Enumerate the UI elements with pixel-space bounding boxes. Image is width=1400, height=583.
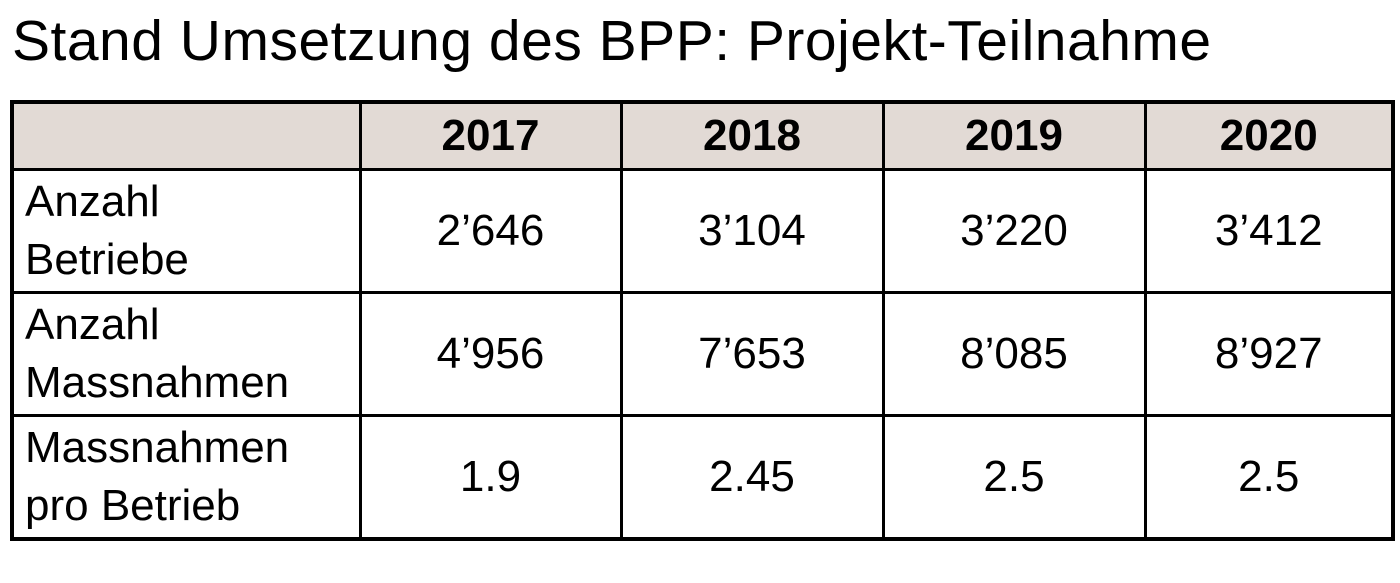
row-label-line: Massnahmen xyxy=(25,358,290,408)
row-label-anzahl-massnahmen: Anzahl Massnahmen xyxy=(10,291,362,418)
row-label-line: Massnahmen xyxy=(25,422,290,472)
row-label-line: pro Betrieb xyxy=(25,480,241,530)
participation-table: 2017 2018 2019 2020 Anzahl Betriebe 2’64… xyxy=(10,99,1395,541)
cell-massnahmen-2019: 8’085 xyxy=(881,291,1147,418)
corner-cell xyxy=(10,100,362,172)
column-header-2020: 2020 xyxy=(1143,100,1395,172)
cell-betriebe-2019: 3’220 xyxy=(881,168,1147,295)
column-header-2018: 2018 xyxy=(619,100,885,172)
cell-betriebe-2020: 3’412 xyxy=(1143,168,1395,295)
row-label-line: Anzahl xyxy=(25,300,160,350)
cell-massnahmen-2017: 4’956 xyxy=(358,291,623,418)
cell-massnahmen-2020: 8’927 xyxy=(1143,291,1395,418)
cell-betriebe-2017: 2’646 xyxy=(358,168,623,295)
row-label-line: Betriebe xyxy=(25,235,189,285)
cell-massnahmen-2018: 7’653 xyxy=(619,291,885,418)
cell-pro-betrieb-2020: 2.5 xyxy=(1143,414,1395,541)
column-header-2019: 2019 xyxy=(881,100,1147,172)
table-row-anzahl-betriebe: Anzahl Betriebe 2’646 3’104 3’220 3’412 xyxy=(10,168,1395,295)
row-label-anzahl-betriebe: Anzahl Betriebe xyxy=(10,168,362,295)
table-row-anzahl-massnahmen: Anzahl Massnahmen 4’956 7’653 8’085 8’92… xyxy=(10,291,1395,418)
slide: Stand Umsetzung des BPP: Projekt-Teilnah… xyxy=(0,10,1400,583)
cell-betriebe-2018: 3’104 xyxy=(619,168,885,295)
row-label-massnahmen-pro-betrieb: Massnahmen pro Betrieb xyxy=(10,414,362,541)
cell-pro-betrieb-2017: 1.9 xyxy=(358,414,623,541)
cell-pro-betrieb-2019: 2.5 xyxy=(881,414,1147,541)
cell-pro-betrieb-2018: 2.45 xyxy=(619,414,885,541)
page-title: Stand Umsetzung des BPP: Projekt-Teilnah… xyxy=(12,9,1212,73)
column-header-2017: 2017 xyxy=(358,100,623,172)
header-row: 2017 2018 2019 2020 xyxy=(10,100,1395,172)
row-label-line: Anzahl xyxy=(25,177,160,227)
table-row-massnahmen-pro-betrieb: Massnahmen pro Betrieb 1.9 2.45 2.5 2.5 xyxy=(10,414,1395,541)
